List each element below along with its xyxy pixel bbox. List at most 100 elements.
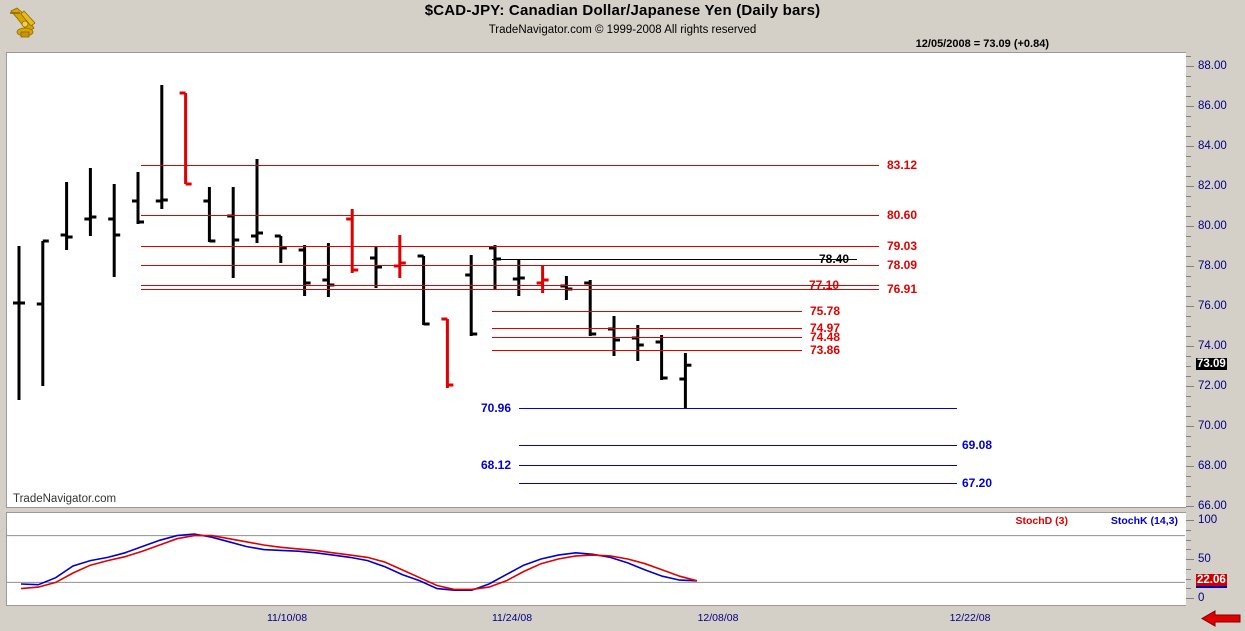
ohlc-bar bbox=[36, 239, 49, 386]
price-level-label: 67.20 bbox=[962, 476, 993, 490]
axis-minor-tick bbox=[1186, 578, 1191, 580]
axis-minor-tick bbox=[1186, 96, 1191, 97]
ohlc-bar bbox=[608, 316, 620, 356]
ohlc-bar bbox=[465, 255, 478, 336]
ohlc-bar bbox=[108, 184, 121, 277]
price-level-line[interactable] bbox=[492, 337, 802, 339]
axis-minor-tick bbox=[1186, 196, 1191, 197]
price-level-line[interactable] bbox=[141, 215, 879, 216]
axis-minor-tick bbox=[1186, 206, 1191, 207]
axis-minor-tick bbox=[1186, 286, 1191, 287]
price-chart-pane[interactable]: 83.12 80.60 79.03 78.40 78.09 77.10 76.91 75.78… bbox=[6, 52, 1186, 508]
axis-minor-tick bbox=[1186, 486, 1191, 487]
axis-minor-tick bbox=[1186, 539, 1191, 541]
ohlc-bar bbox=[370, 246, 382, 288]
axis-minor-tick bbox=[1186, 176, 1191, 177]
price-axis-label: 86.00 bbox=[1198, 100, 1227, 112]
price-level-line[interactable] bbox=[519, 464, 957, 466]
ohlc-bar bbox=[179, 91, 192, 186]
axis-minor-tick bbox=[1186, 86, 1191, 87]
price-level-line[interactable] bbox=[141, 265, 879, 267]
price-level-line[interactable] bbox=[492, 349, 802, 351]
date-axis-label: 11/10/08 bbox=[266, 612, 308, 624]
axis-minor-tick bbox=[1186, 549, 1191, 551]
axis-minor-tick bbox=[1186, 296, 1191, 297]
ohlc-bar bbox=[655, 335, 668, 380]
stochastic-line bbox=[20, 534, 698, 591]
axis-tick bbox=[1186, 186, 1194, 187]
ohlc-bar bbox=[679, 353, 692, 409]
axis-minor-tick bbox=[1186, 256, 1191, 257]
price-level-label: 69.08 bbox=[962, 438, 993, 453]
price-level-line[interactable] bbox=[141, 246, 879, 248]
price-axis-label: 78.00 bbox=[1198, 260, 1227, 272]
chart-header: $CAD-JPY: Canadian Dollar/Japanese Yen (… bbox=[0, 0, 1245, 45]
stochastic-pane[interactable]: StochD (3) StochK (14,3) bbox=[6, 512, 1186, 606]
axis-tick bbox=[1186, 146, 1194, 147]
axis-minor-tick bbox=[1186, 396, 1191, 397]
indicator-axis-label: 50 bbox=[1198, 553, 1211, 565]
price-axis-label: 70.00 bbox=[1198, 420, 1227, 432]
price-axis-label: 84.00 bbox=[1198, 140, 1227, 152]
axis-minor-tick bbox=[1186, 316, 1191, 317]
price-axis-label: 74.00 bbox=[1198, 340, 1227, 352]
ohlc-bar bbox=[346, 209, 359, 273]
price-axis-label: 80.00 bbox=[1198, 220, 1227, 232]
axis-minor-tick bbox=[1186, 456, 1191, 457]
indicator-axis-label: 100 bbox=[1198, 514, 1218, 526]
price-level-line[interactable] bbox=[492, 259, 857, 260]
axis-tick bbox=[1186, 466, 1194, 467]
price-axis-label: 76.00 bbox=[1198, 300, 1227, 312]
axis-minor-tick bbox=[1186, 126, 1191, 127]
scroll-left-arrow-icon[interactable] bbox=[1201, 610, 1241, 627]
axis-minor-tick bbox=[1186, 476, 1191, 477]
price-level-line[interactable] bbox=[492, 311, 802, 313]
ohlc-bar bbox=[441, 317, 454, 388]
price-level-label: 76.91 bbox=[887, 281, 918, 296]
indicator-value-badge: 22.06 bbox=[1196, 573, 1227, 588]
stochastic-line bbox=[20, 533, 698, 591]
axis-minor-tick bbox=[1186, 520, 1191, 521]
price-axis-label: 66.00 bbox=[1198, 500, 1227, 512]
price-level-line[interactable] bbox=[141, 285, 879, 286]
date-axis-label: 12/08/08 bbox=[697, 612, 739, 624]
price-level-label: 78.40 bbox=[819, 252, 850, 266]
price-level-line[interactable] bbox=[141, 288, 879, 290]
axis-tick bbox=[1186, 266, 1194, 267]
ohlc-bar bbox=[227, 187, 240, 278]
axis-minor-tick bbox=[1186, 568, 1191, 570]
ohlc-bar bbox=[393, 235, 406, 278]
ohlc-bar bbox=[417, 254, 430, 326]
axis-minor-tick bbox=[1186, 276, 1191, 277]
date-axis-label: 11/24/08 bbox=[491, 612, 533, 624]
axis-minor-tick bbox=[1186, 166, 1191, 167]
indicator-axis-label: 0 bbox=[1198, 592, 1205, 604]
price-level-label: 83.12 bbox=[887, 157, 918, 172]
axis-minor-tick bbox=[1186, 56, 1191, 57]
price-level-line[interactable] bbox=[141, 164, 879, 166]
ohlc-bar bbox=[132, 172, 144, 224]
price-level-label: 77.10 bbox=[809, 278, 840, 292]
date-axis[interactable]: 11/10/08 11/24/08 12/08/08 12/22/08 bbox=[0, 606, 1245, 631]
axis-minor-tick bbox=[1186, 436, 1191, 437]
price-level-line[interactable] bbox=[519, 407, 957, 409]
price-axis-label: 82.00 bbox=[1198, 180, 1227, 192]
axis-tick bbox=[1186, 346, 1194, 347]
price-level-line[interactable] bbox=[492, 327, 802, 329]
axis-minor-tick bbox=[1186, 236, 1191, 237]
axis-minor-tick bbox=[1186, 336, 1191, 337]
stochastic-svg bbox=[7, 533, 1185, 591]
watermark-label: TradeNavigator.com bbox=[13, 493, 117, 505]
axis-tick bbox=[1186, 226, 1194, 227]
price-level-label: 68.12 bbox=[481, 457, 512, 472]
price-level-label: 70.96 bbox=[481, 400, 512, 415]
axis-minor-tick bbox=[1186, 496, 1191, 497]
price-level-line[interactable] bbox=[519, 483, 957, 484]
ohlc-bar bbox=[536, 265, 549, 293]
legend-stochd: StochD (3) bbox=[1015, 515, 1069, 527]
price-level-line[interactable] bbox=[519, 445, 957, 447]
axis-minor-tick bbox=[1186, 529, 1191, 531]
ohlc-bar bbox=[203, 187, 216, 243]
axis-minor-tick bbox=[1186, 416, 1191, 417]
right-price-axis[interactable]: 88.00 86.00 84.00 82.00 80.00 78.00 76.00 74.00… bbox=[1186, 52, 1245, 606]
